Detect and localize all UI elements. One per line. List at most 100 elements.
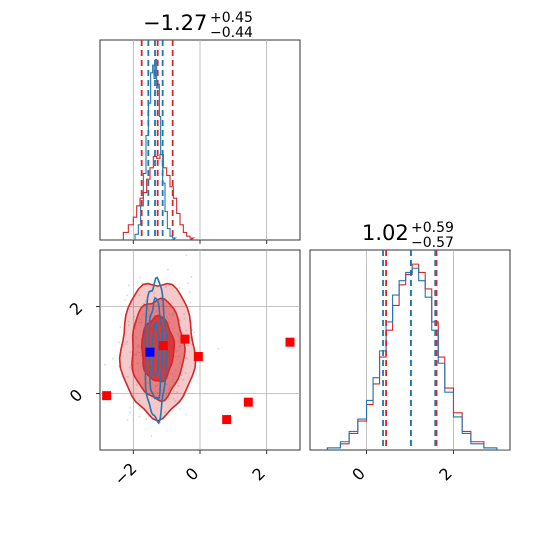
sample-point xyxy=(155,310,158,313)
sample-point xyxy=(154,390,157,392)
sample-point xyxy=(176,391,178,394)
sample-point xyxy=(190,275,193,278)
param0-title-value: −1.27 xyxy=(143,11,207,35)
red-marker-5 xyxy=(243,397,253,407)
tick-marks-param1 xyxy=(366,450,454,454)
param1-title-value: 1.02 xyxy=(362,221,409,245)
sample-point xyxy=(167,268,169,271)
sample-point xyxy=(159,398,162,401)
sample-point xyxy=(136,362,139,365)
sample-point xyxy=(180,374,183,377)
sample-point xyxy=(133,353,136,356)
sample-point xyxy=(168,313,171,316)
sample-point xyxy=(185,254,188,256)
sample-point xyxy=(178,335,180,338)
sample-point xyxy=(178,341,180,344)
histogram-blue-param0 xyxy=(134,58,178,240)
sample-point xyxy=(133,315,136,318)
sample-point xyxy=(155,304,157,307)
sample-point xyxy=(176,333,179,336)
joint-markers xyxy=(102,334,295,425)
sample-point xyxy=(127,320,130,323)
sample-point xyxy=(146,315,149,318)
red-marker-0 xyxy=(102,391,112,401)
sample-point xyxy=(129,406,132,409)
sample-point xyxy=(173,390,175,393)
sample-point xyxy=(128,366,131,369)
sample-point xyxy=(178,338,181,340)
sample-point xyxy=(172,397,175,400)
sample-point xyxy=(138,377,140,379)
sample-point xyxy=(156,392,159,394)
sample-point xyxy=(189,336,192,339)
sample-point xyxy=(217,347,220,350)
histogram-blue-param1 xyxy=(326,267,510,450)
sample-point xyxy=(134,327,137,330)
blue-marker-0 xyxy=(145,347,155,357)
sample-point xyxy=(191,329,194,331)
sample-point xyxy=(168,388,170,391)
sample-point xyxy=(172,327,175,330)
sample-point xyxy=(160,299,163,302)
sample-point xyxy=(126,340,129,343)
sample-point xyxy=(136,345,139,348)
param0-title-minus: −0.44 xyxy=(210,25,253,41)
sample-point xyxy=(148,308,150,311)
sample-point xyxy=(184,371,187,374)
sample-point xyxy=(147,415,150,418)
marginal-histograms-param0 xyxy=(122,58,196,240)
sample-point xyxy=(126,419,129,422)
param1-title-plus: +0.59 xyxy=(411,220,454,236)
sample-point xyxy=(140,321,143,324)
sample-point xyxy=(111,357,114,360)
sample-point xyxy=(183,317,186,320)
sample-point xyxy=(153,295,156,298)
sample-point xyxy=(139,276,141,279)
sample-point xyxy=(176,349,178,352)
sample-point xyxy=(179,408,181,410)
marginal-panel-param1: 1.02 +0.59 −0.57 xyxy=(309,220,511,454)
sample-point xyxy=(138,294,141,296)
marginal-grid-param0 xyxy=(132,40,268,240)
param1-x-tick-label-0: 0 xyxy=(348,464,369,485)
sample-point xyxy=(140,354,142,357)
joint-x-tick-label-0: −2 xyxy=(110,459,140,489)
sample-point xyxy=(137,318,140,321)
red-marker-6 xyxy=(285,337,295,347)
sample-point xyxy=(182,378,184,381)
sample-point xyxy=(138,407,141,410)
sample-point xyxy=(179,344,182,347)
sample-point xyxy=(174,355,177,358)
histogram-red-param1 xyxy=(326,263,510,450)
sample-point xyxy=(138,399,141,402)
joint-panel xyxy=(96,249,301,454)
quantile-lines-param1 xyxy=(382,250,438,450)
sample-point xyxy=(172,314,174,317)
sample-point xyxy=(145,418,148,420)
marginal-panel-param0: −1.27 +0.45 −0.44 xyxy=(99,10,301,244)
sample-point xyxy=(183,313,186,315)
sample-point xyxy=(126,294,129,297)
sample-point xyxy=(169,386,171,389)
sample-point xyxy=(127,284,130,287)
sample-point xyxy=(139,318,142,320)
sample-point xyxy=(147,314,150,316)
tick-marks-param0-top xyxy=(132,240,268,244)
sample-point xyxy=(160,394,163,397)
sample-point xyxy=(165,383,168,386)
sample-point xyxy=(127,324,130,327)
sample-point xyxy=(188,291,191,294)
sample-point xyxy=(193,331,196,334)
sample-point xyxy=(171,372,174,375)
sample-point xyxy=(166,316,169,319)
joint-x-tick-label-2: 2 xyxy=(248,464,269,485)
sample-point xyxy=(164,286,167,289)
sample-point xyxy=(187,282,190,284)
sample-point xyxy=(185,329,188,332)
sample-point xyxy=(187,344,189,347)
sample-point xyxy=(186,357,188,360)
sample-point xyxy=(164,411,166,414)
sample-point xyxy=(156,384,159,387)
sample-point xyxy=(150,435,153,437)
